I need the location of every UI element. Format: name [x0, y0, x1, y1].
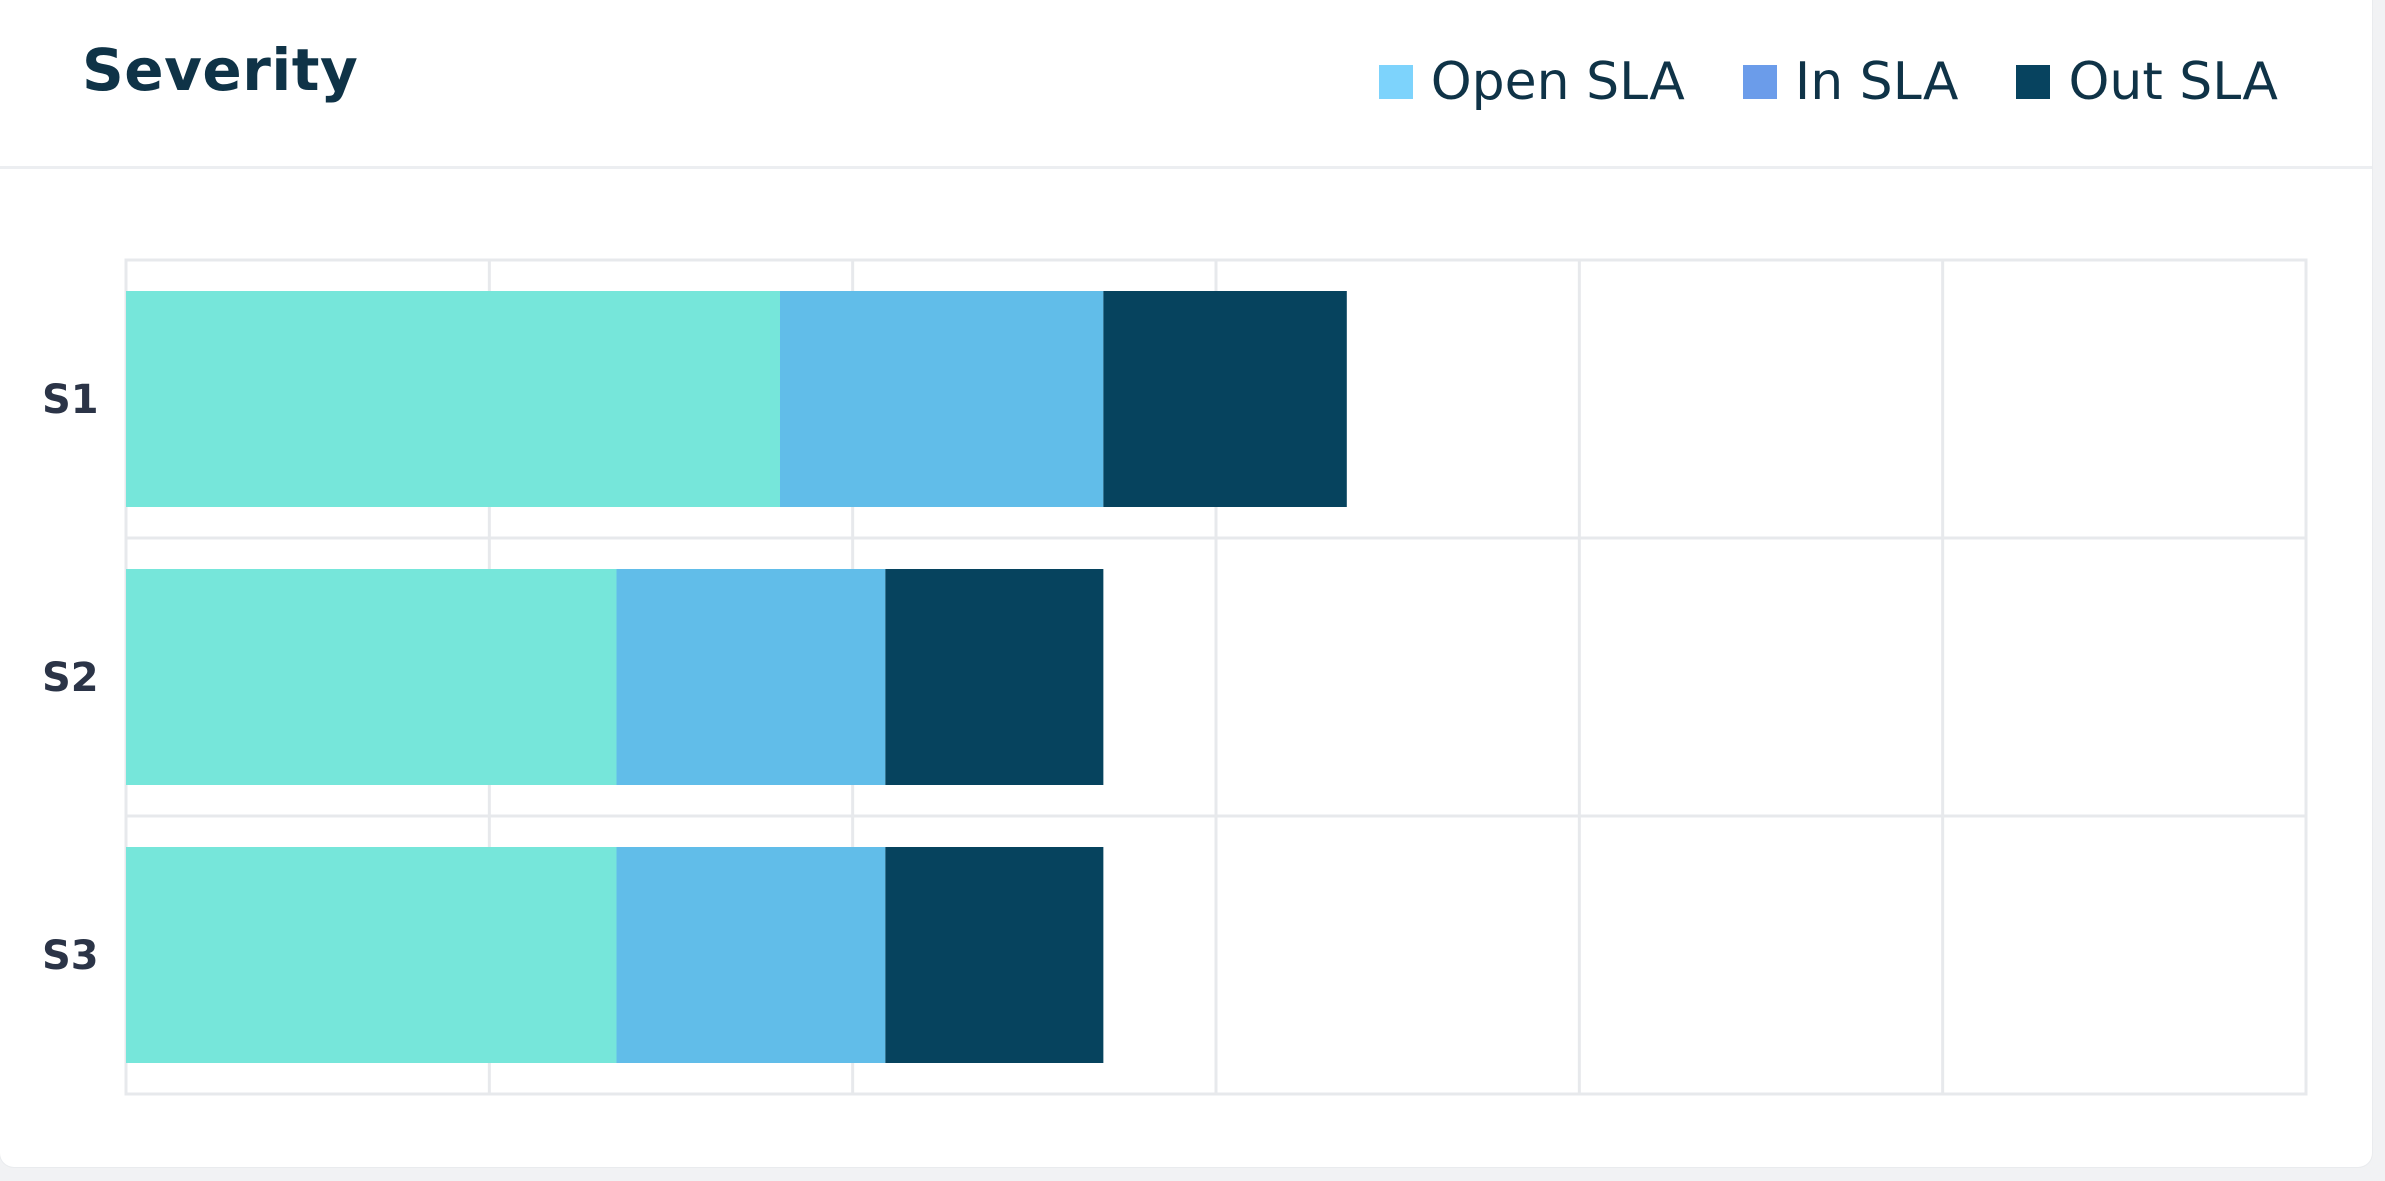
legend-swatch-out-sla [2016, 65, 2051, 99]
legend-label-open-sla: Open SLA [1430, 52, 1685, 112]
category-label-s3: S3 [42, 933, 99, 979]
category-label-s1: S1 [42, 377, 99, 423]
bar-s3-out-sla [885, 847, 1104, 1063]
category-label-s2: S2 [42, 655, 99, 701]
bar-s2-in-sla [616, 569, 886, 785]
legend-item-in-sla[interactable]: In SLA [1742, 52, 1959, 112]
bar-s2-open-sla [126, 569, 617, 785]
card-header: Severity Open SLA In SLA Out SLA [0, 0, 2372, 169]
legend-label-in-sla: In SLA [1794, 52, 1959, 112]
bar-s1-out-sla [1103, 291, 1347, 507]
bar-s1-in-sla [780, 291, 1104, 507]
legend: Open SLA In SLA Out SLA [1321, 52, 2278, 112]
severity-bar-chart: S1 S2 S3 [42, 258, 2308, 1096]
legend-swatch-open-sla [1378, 65, 1413, 99]
chart-title: Severity [82, 36, 359, 104]
legend-item-open-sla[interactable]: Open SLA [1378, 52, 1685, 112]
bar-s3-open-sla [126, 847, 617, 1063]
legend-swatch-in-sla [1742, 65, 1777, 99]
legend-label-out-sla: Out SLA [2068, 52, 2278, 112]
legend-item-out-sla[interactable]: Out SLA [2016, 52, 2278, 112]
bar-s1-open-sla [126, 291, 780, 507]
bar-s2-out-sla [885, 569, 1104, 785]
bar-s3-in-sla [616, 847, 886, 1063]
